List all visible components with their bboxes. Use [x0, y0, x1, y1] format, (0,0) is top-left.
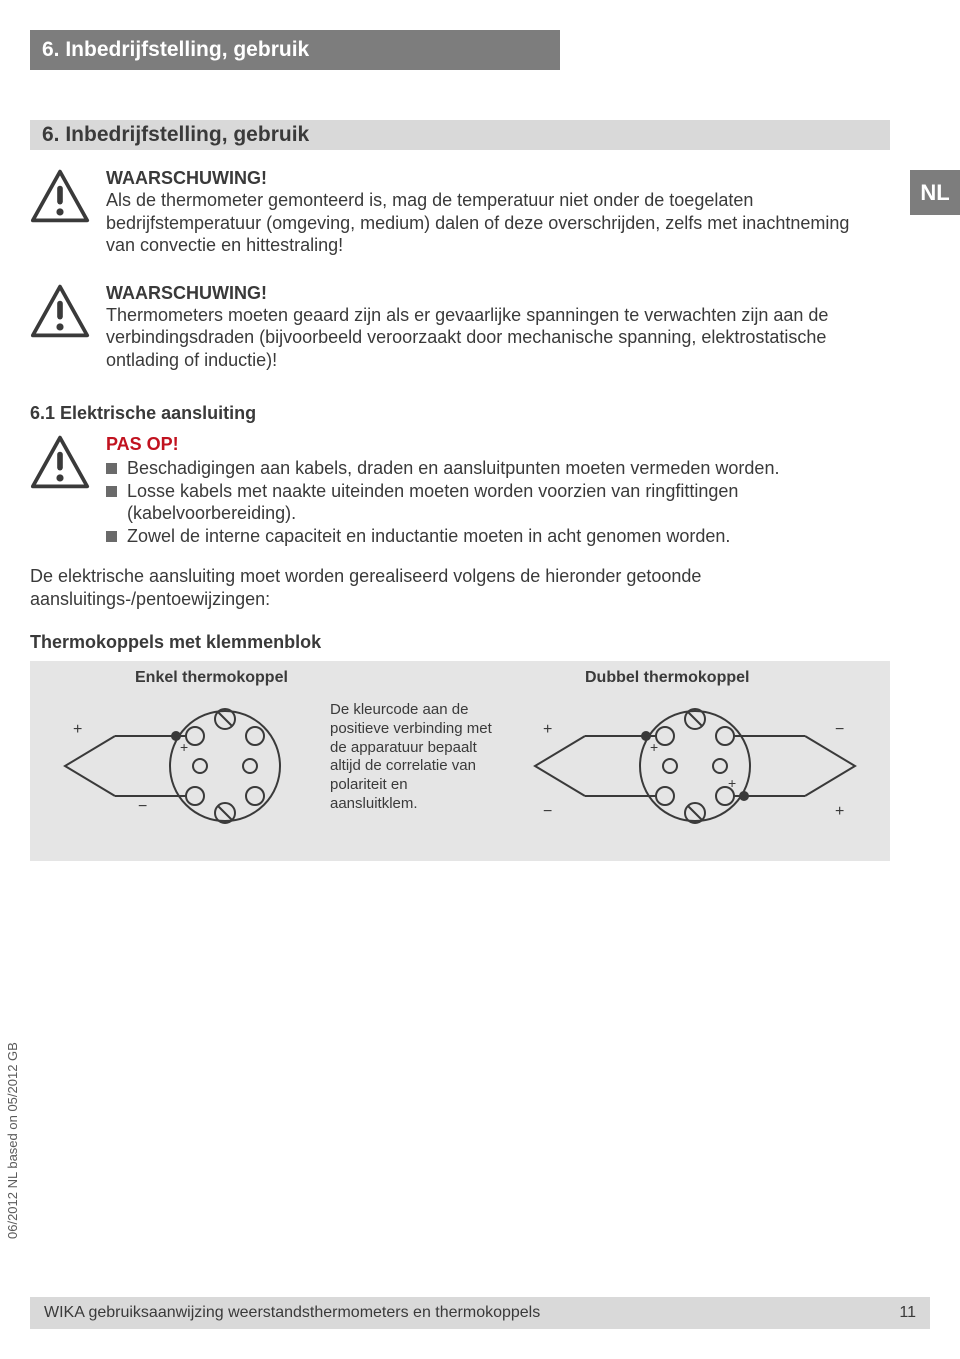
svg-text:−: −	[835, 721, 844, 738]
warning-title-1: WAARSCHUWING!	[106, 168, 930, 189]
bullet-text: Losse kabels met naakte uiteinden moeten…	[127, 480, 877, 525]
caution-block: PAS OP! Beschadigingen aan kabels, drade…	[30, 434, 930, 547]
svg-text:+: +	[180, 739, 188, 755]
svg-text:−: −	[138, 798, 147, 815]
warning-block-2: WAARSCHUWING! Thermometers moeten geaard…	[30, 283, 930, 372]
svg-text:+: +	[835, 803, 844, 820]
bullet-text: Zowel de interne capaciteit en inductant…	[127, 525, 877, 548]
side-revision-note: 06/2012 NL based on 05/2012 GB	[5, 1042, 20, 1239]
caution-bullets: Beschadigingen aan kabels, draden en aan…	[106, 457, 930, 547]
section-header-title: 6. Inbedrijfstelling, gebruik	[42, 38, 309, 62]
warning-triangle-icon	[30, 283, 90, 339]
bullet-square-icon	[106, 531, 117, 542]
warning-triangle-icon	[30, 434, 90, 490]
single-thermocouple-diagram: + + −	[50, 696, 320, 836]
svg-text:+: +	[728, 775, 736, 791]
svg-text:−: −	[543, 803, 552, 820]
page-content: 6. Inbedrijfstelling, gebruik WAARSCHUWI…	[30, 120, 930, 861]
warning-triangle-icon	[30, 168, 90, 224]
svg-text:+: +	[543, 721, 552, 738]
warning-block-1: WAARSCHUWING! Als de thermometer gemonte…	[30, 168, 930, 257]
section-6-1-title: 6.1 Elektrische aansluiting	[30, 403, 930, 424]
page-footer: WIKA gebruiksaanwijzing weerstandsthermo…	[30, 1297, 930, 1329]
subsection-header-bar: 6. Inbedrijfstelling, gebruik	[30, 120, 890, 150]
caution-body: PAS OP! Beschadigingen aan kabels, drade…	[106, 434, 930, 547]
page-number: 11	[899, 1304, 916, 1322]
subsection-title: 6. Inbedrijfstelling, gebruik	[42, 123, 309, 147]
bullet-item: Losse kabels met naakte uiteinden moeten…	[106, 480, 930, 525]
bullet-text: Beschadigingen aan kabels, draden en aan…	[127, 457, 877, 480]
warning-text-1: Als de thermometer gemonteerd is, mag de…	[106, 189, 866, 257]
double-thermocouple-diagram: + + − − + +	[510, 696, 880, 836]
bullet-square-icon	[106, 486, 117, 497]
section-header-bar: 6. Inbedrijfstelling, gebruik	[30, 30, 560, 70]
double-thermocouple-label: Dubbel thermokoppel	[585, 669, 749, 687]
bullet-item: Beschadigingen aan kabels, draden en aan…	[106, 457, 930, 480]
diagram-center-text: De kleurcode aan de positieve verbinding…	[330, 701, 495, 814]
thermocouple-diagram-panel: Enkel thermokoppel Dubbel thermokoppel +…	[30, 661, 890, 861]
caution-title: PAS OP!	[106, 434, 930, 455]
warning-body-1: WAARSCHUWING! Als de thermometer gemonte…	[106, 168, 930, 257]
svg-text:+: +	[650, 739, 658, 755]
warning-text-2: Thermometers moeten geaard zijn als er g…	[106, 304, 886, 372]
footer-text: WIKA gebruiksaanwijzing weerstandsthermo…	[44, 1304, 540, 1322]
bullet-item: Zowel de interne capaciteit en inductant…	[106, 525, 930, 548]
svg-text:+: +	[73, 721, 82, 738]
warning-title-2: WAARSCHUWING!	[106, 283, 930, 304]
thermocouple-block-title: Thermokoppels met klemmenblok	[30, 632, 930, 653]
connection-paragraph: De elektrische aansluiting moet worden g…	[30, 565, 890, 610]
warning-body-2: WAARSCHUWING! Thermometers moeten geaard…	[106, 283, 930, 372]
single-thermocouple-label: Enkel thermokoppel	[135, 669, 288, 687]
bullet-square-icon	[106, 463, 117, 474]
